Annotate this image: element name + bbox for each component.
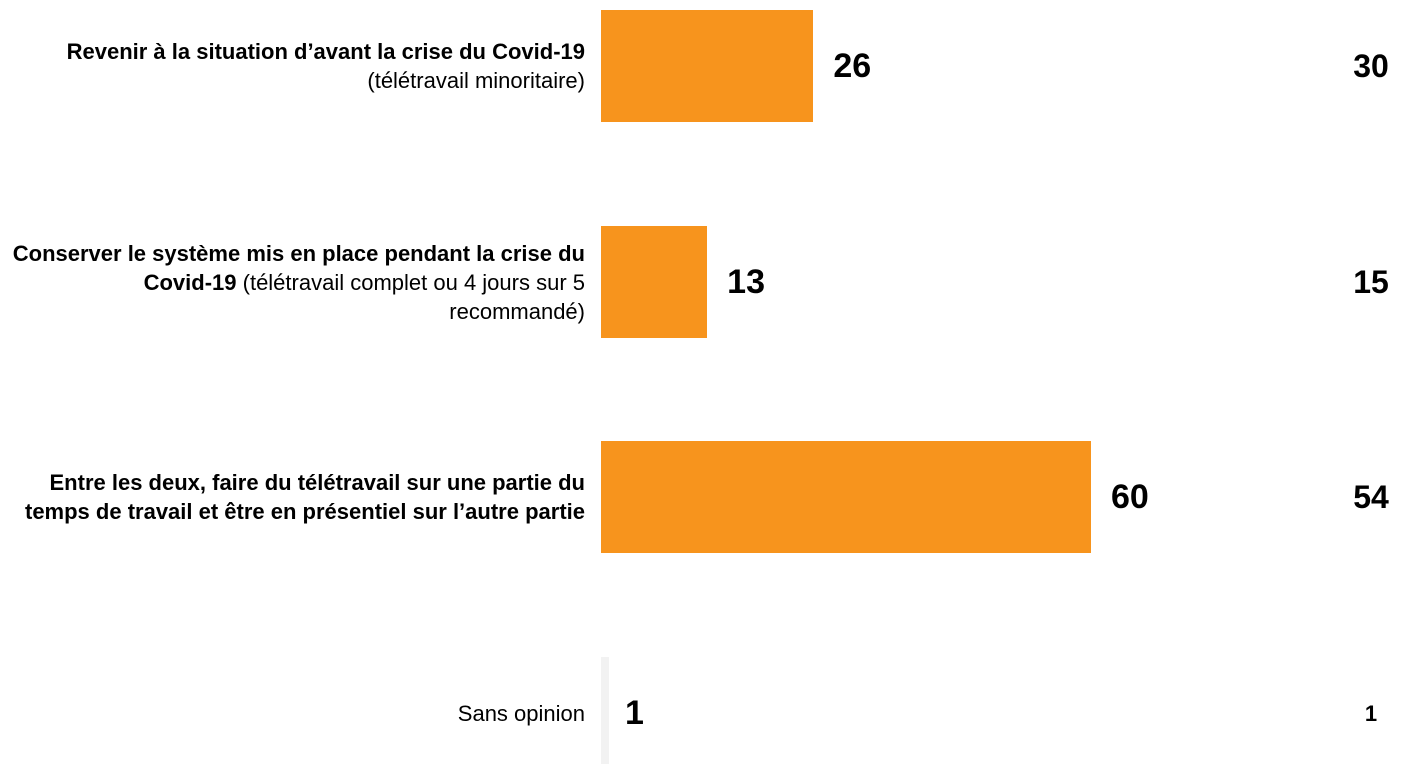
bar	[601, 10, 814, 122]
category-row: Conserver le système mis en place pendan…	[0, 226, 1406, 338]
comparison-value: 1	[1364, 701, 1378, 726]
category-name: Entre les deux, faire du télétravail sur…	[25, 470, 585, 524]
category-label: Entre les deux, faire du télétravail sur…	[5, 441, 585, 553]
value-label: 13	[727, 262, 765, 301]
category-row: Sans opinion 1 1	[0, 657, 1406, 769]
category-name: Sans opinion	[457, 700, 585, 726]
bar	[601, 657, 610, 764]
category-label: Sans opinion	[5, 657, 585, 769]
category-text: Revenir à la situation d’avant la crise …	[5, 37, 585, 95]
category-text: Entre les deux, faire du télétravail sur…	[5, 468, 585, 526]
category-row: Entre les deux, faire du télétravail sur…	[0, 441, 1406, 553]
bar	[601, 441, 1091, 553]
category-label: Revenir à la situation d’avant la crise …	[5, 10, 585, 122]
value-label: 26	[833, 46, 872, 85]
category-label: Conserver le système mis en place pendan…	[5, 226, 585, 338]
category-name: Conserver le système mis en place pendan…	[12, 240, 585, 295]
comparison-value: 54	[1353, 478, 1389, 515]
category-detail: (télétravail minoritaire)	[367, 68, 585, 93]
comparison-value: 30	[1353, 47, 1389, 84]
category-row: Revenir à la situation d’avant la crise …	[0, 10, 1406, 122]
value-label: 60	[1111, 477, 1149, 516]
category-name: Revenir à la situation d’avant la crise …	[66, 39, 585, 64]
value-label: 1	[625, 693, 644, 732]
category-text: Conserver le système mis en place pendan…	[5, 239, 585, 326]
category-text: Sans opinion	[458, 699, 585, 728]
bar	[601, 226, 708, 338]
category-detail: (télétravail complet ou 4 jours sur 5 re…	[242, 269, 585, 324]
comparison-value: 15	[1353, 263, 1389, 300]
